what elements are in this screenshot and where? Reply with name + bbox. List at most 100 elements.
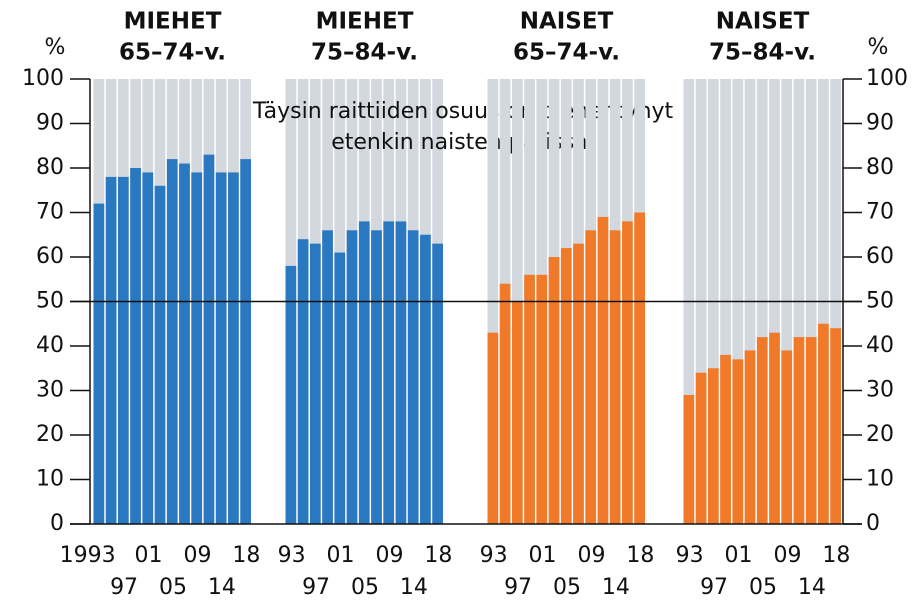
bar [744, 350, 756, 524]
bar [322, 230, 333, 525]
x-tick-label: 01 [135, 543, 163, 568]
y-tick-label: 30 [36, 378, 64, 403]
y-tick-label: 80 [36, 155, 64, 180]
x-tick-label: 14 [400, 575, 428, 600]
bar [511, 301, 523, 524]
x-tick-label: 09 [773, 543, 801, 568]
y-tick-label-right: 0 [866, 511, 880, 536]
x-tick-label: 93 [278, 543, 306, 568]
bar [383, 221, 395, 524]
bar [756, 337, 768, 524]
bar [142, 172, 154, 524]
bar [597, 216, 609, 524]
bar [358, 221, 370, 524]
panel-title: 75–84-v. [709, 40, 816, 66]
bar [536, 274, 548, 524]
x-tick-label: 01 [327, 543, 355, 568]
x-tick-label: 14 [208, 575, 236, 600]
x-tick-label: 09 [375, 543, 403, 568]
bar [830, 328, 841, 524]
bar [154, 185, 166, 525]
y-tick-label: 40 [36, 333, 64, 358]
bar [420, 234, 431, 524]
bar [573, 243, 584, 524]
y-tick-label: 90 [36, 111, 64, 136]
bar [371, 230, 382, 525]
bar [203, 154, 215, 524]
bar [805, 337, 817, 524]
x-tick-label: 93 [480, 543, 508, 568]
bar [215, 172, 227, 524]
x-tick-label: 09 [183, 543, 211, 568]
bar [240, 159, 251, 524]
y-tick-label-right: 80 [866, 155, 894, 180]
bar [622, 221, 633, 524]
x-tick-label: 97 [110, 575, 138, 600]
y-axis-label: % [45, 35, 66, 60]
bar [769, 332, 780, 524]
bar [285, 265, 297, 524]
bar [585, 230, 597, 525]
y-tick-label: 70 [36, 200, 64, 225]
bar [309, 243, 321, 524]
x-tick-label: 01 [725, 543, 753, 568]
bar [407, 230, 419, 525]
x-tick-label: 18 [232, 543, 260, 568]
bar [93, 203, 105, 524]
bar [166, 159, 178, 524]
y-tick-label-right: 30 [866, 378, 894, 403]
bar [720, 354, 731, 524]
panel-title: 65–74-v. [513, 40, 620, 66]
y-tick-label-right: 20 [866, 422, 894, 447]
bar [781, 350, 793, 524]
panel-title: 75–84-v. [311, 40, 418, 66]
x-tick-label: 97 [504, 575, 532, 600]
y-tick-label: 20 [36, 422, 64, 447]
x-tick-label: 05 [159, 575, 187, 600]
y-tick-label-right: 90 [866, 111, 894, 136]
bar [346, 230, 358, 525]
bar [117, 176, 129, 524]
bar [634, 212, 645, 524]
bar [524, 274, 535, 524]
bar [560, 248, 572, 524]
bar [432, 243, 443, 524]
y-tick-label: 60 [36, 244, 64, 269]
x-tick-label: 05 [749, 575, 777, 600]
bar [609, 230, 621, 525]
bar [334, 252, 346, 525]
x-tick-label: 18 [424, 543, 452, 568]
panel-title: NAISET [716, 9, 810, 35]
y-tick-label: 10 [36, 467, 64, 492]
y-tick-label-right: 10 [866, 467, 894, 492]
x-tick-label: 14 [602, 575, 630, 600]
bar [228, 172, 239, 524]
y-tick-label-right: 60 [866, 244, 894, 269]
bar [191, 172, 203, 524]
bar [793, 337, 805, 524]
y-axis-label-right: % [868, 35, 889, 60]
bar [499, 283, 511, 524]
y-tick-label-right: 100 [866, 66, 908, 91]
bar [487, 332, 499, 524]
y-tick-label: 0 [50, 511, 64, 536]
panel-title: NAISET [520, 9, 614, 35]
bar [297, 239, 309, 524]
y-tick-label: 100 [22, 66, 64, 91]
x-tick-label: 97 [302, 575, 330, 600]
bar [818, 323, 829, 524]
panel-title: MIEHET [316, 9, 414, 35]
bar [179, 163, 190, 525]
y-tick-label-right: 50 [866, 289, 894, 314]
y-tick-label: 50 [36, 289, 64, 314]
x-tick-label: 05 [553, 575, 581, 600]
bar [683, 394, 695, 524]
bar [105, 176, 117, 524]
bar [130, 168, 141, 524]
bar [695, 372, 707, 524]
x-tick-label: 14 [798, 575, 826, 600]
y-tick-label-right: 40 [866, 333, 894, 358]
x-tick-label: 93 [676, 543, 704, 568]
bar [395, 221, 407, 524]
x-tick-label: 1993 [60, 543, 116, 568]
